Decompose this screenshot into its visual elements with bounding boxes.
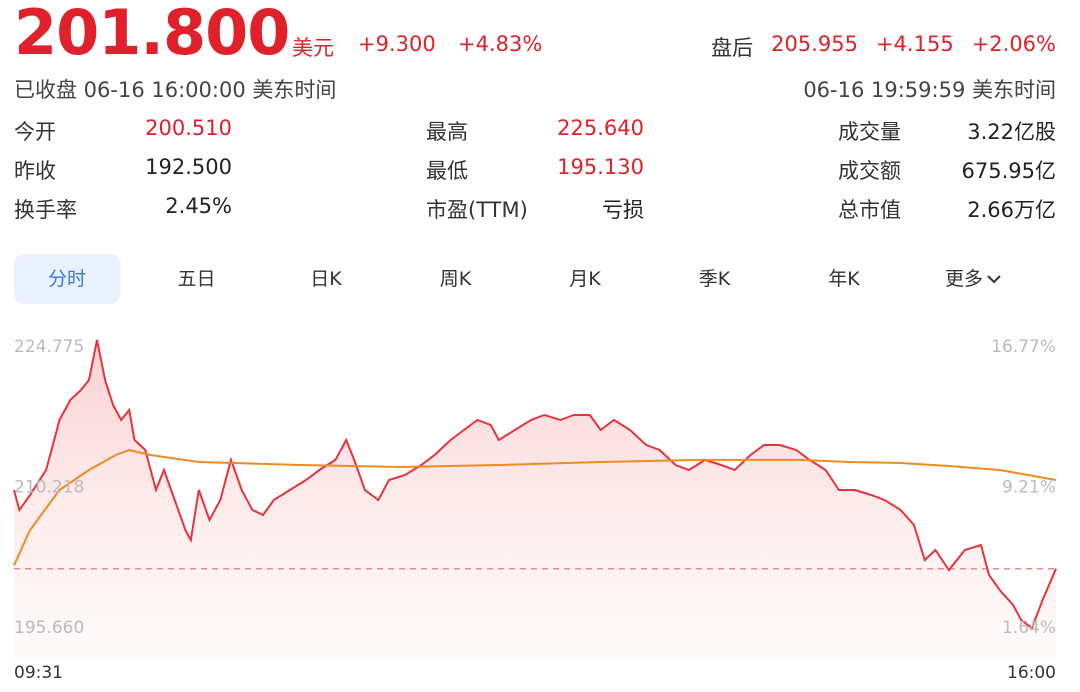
stat-label: 市盈(TTM) [426,198,528,222]
tab[interactable]: 日K [310,268,342,290]
after-hours-label: 盘后 [711,36,754,60]
stat-label: 成交量 [838,120,901,144]
stat-label: 最低 [426,159,468,183]
stat-value: 200.510 [145,116,232,140]
y-tick-label: 224.775 [14,337,84,357]
stat-label: 最高 [426,120,468,144]
price: 201.800 [14,0,290,69]
after-hours-pct: +2.06% [971,32,1056,56]
x-tick-label: 09:31 [14,663,63,683]
tab[interactable]: 五日 [177,268,216,290]
tab[interactable]: 年K [828,268,860,290]
stat-label: 成交额 [838,159,901,183]
stat-value: 2.66万亿 [967,198,1056,222]
stat-value: 亏损 [602,198,644,222]
chevron-icon [987,275,1001,284]
stat-label: 换手率 [14,198,77,222]
stat-label: 昨收 [14,159,56,183]
stat-value: 195.130 [557,155,644,179]
after-hours-change: +4.155 [875,32,954,56]
stat-value: 192.500 [145,155,232,179]
tab[interactable]: 周K [439,268,472,290]
tab[interactable]: 季K [698,268,731,290]
area [14,339,1056,660]
tab[interactable]: 月K [569,268,601,290]
change-pct: +4.83% [458,32,543,56]
after-hours: 盘后 205.955 +4.155 +2.06% [711,32,1056,62]
y2-tick-label: 9.21% [1002,477,1056,497]
price-line [13,339,1057,630]
after-hours-time: 06-16 19:59:59 美东时间 [803,78,1056,102]
y-tick-label: 210.218 [14,477,84,497]
stat-value: 675.95亿 [961,159,1056,183]
tab[interactable]: 更多 [921,254,1027,304]
stat-value: 225.640 [557,116,644,140]
status: 已收盘 06-16 16:00:00 美东时间 [14,78,337,102]
chevron [983,268,1002,290]
stat-value: 3.22亿股 [967,120,1056,144]
average-line [13,448,1057,566]
change: +9.300 [358,32,436,56]
stat-label: 今开 [14,120,56,144]
currency: 美元 [292,36,334,60]
chart: 195.660 210.218 224.775 1.64% 9.21% 16.77% 09:… [13,337,1057,683]
y2-tick-label: 16.77% [991,337,1056,357]
y2-tick-label: 1.64% [1002,618,1056,638]
y-tick-label: 195.660 [14,618,84,638]
tab[interactable]: 分时 [47,268,86,290]
tab-active-bg [14,254,120,304]
after-hours-price: 205.955 [771,32,858,56]
x-tick-label: 16:00 [1007,663,1056,683]
stat-label: 总市值 [838,198,901,222]
stat-value: 2.45% [165,194,232,218]
